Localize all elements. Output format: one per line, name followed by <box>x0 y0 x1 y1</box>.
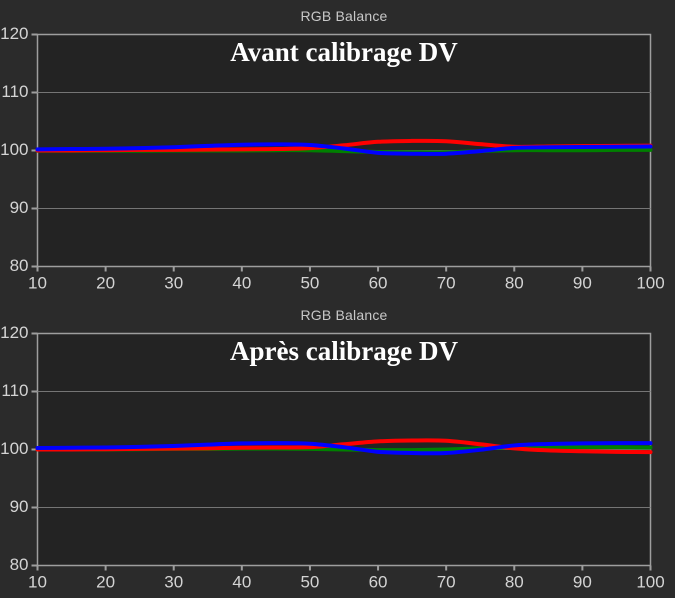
plot-area-avant: 80 90 100 110 120 10 20 30 40 50 60 70 80 90 100 <box>0 24 665 293</box>
chart-avant-calibrage: RGB Balance 80 90 100 110 120 10 20 30 40 50 60 70 8… <box>0 8 665 293</box>
x-tick-label: 40 <box>232 274 251 293</box>
x-tick-label: 40 <box>232 573 251 592</box>
series-line-blue <box>35 441 653 456</box>
x-tick-label: 90 <box>573 573 592 592</box>
y-tick-label: 80 <box>10 256 29 275</box>
y-tick-label: 120 <box>0 24 28 43</box>
x-tick-label: 70 <box>437 274 456 293</box>
y-tick-label: 120 <box>0 323 28 342</box>
chart-title: RGB Balance <box>300 8 388 24</box>
chart-title: RGB Balance <box>300 307 388 323</box>
y-tick-label: 100 <box>0 439 28 458</box>
y-tick-label: 110 <box>1 381 28 400</box>
y-tick-label: 90 <box>10 198 29 217</box>
y-tick-label: 110 <box>1 82 28 101</box>
x-tick-label: 60 <box>369 573 388 592</box>
series-line-red <box>35 438 653 455</box>
x-tick-label: 80 <box>505 274 524 293</box>
x-tick-label: 60 <box>369 274 388 293</box>
x-tick-label: 10 <box>28 274 47 293</box>
y-tick-label: 80 <box>10 555 29 574</box>
x-tick-label: 50 <box>300 573 319 592</box>
x-tick-label: 30 <box>164 573 183 592</box>
x-tick-label: 30 <box>164 274 183 293</box>
x-tick-label: 20 <box>96 573 115 592</box>
plot-inner-title: Après calibrage DV <box>230 336 458 366</box>
chart-apres-calibrage: RGB Balance 80 90 100 110 120 10 20 30 40 50 60 70 8… <box>0 299 675 598</box>
x-tick-label: 100 <box>636 573 664 592</box>
series-line-blue <box>35 142 653 156</box>
y-tick-label: 100 <box>0 140 28 159</box>
x-tick-label: 20 <box>96 274 115 293</box>
plot-area-apres: 80 90 100 110 120 10 20 30 40 50 60 70 80 90 100 <box>0 323 665 592</box>
x-tick-label: 50 <box>300 274 319 293</box>
x-tick-label: 10 <box>28 573 47 592</box>
plot-inner-title: Avant calibrage DV <box>230 37 458 67</box>
y-tick-label: 90 <box>10 497 29 516</box>
x-tick-label: 100 <box>636 274 664 293</box>
x-tick-label: 90 <box>573 274 592 293</box>
x-tick-label: 80 <box>505 573 524 592</box>
x-tick-label: 70 <box>437 573 456 592</box>
